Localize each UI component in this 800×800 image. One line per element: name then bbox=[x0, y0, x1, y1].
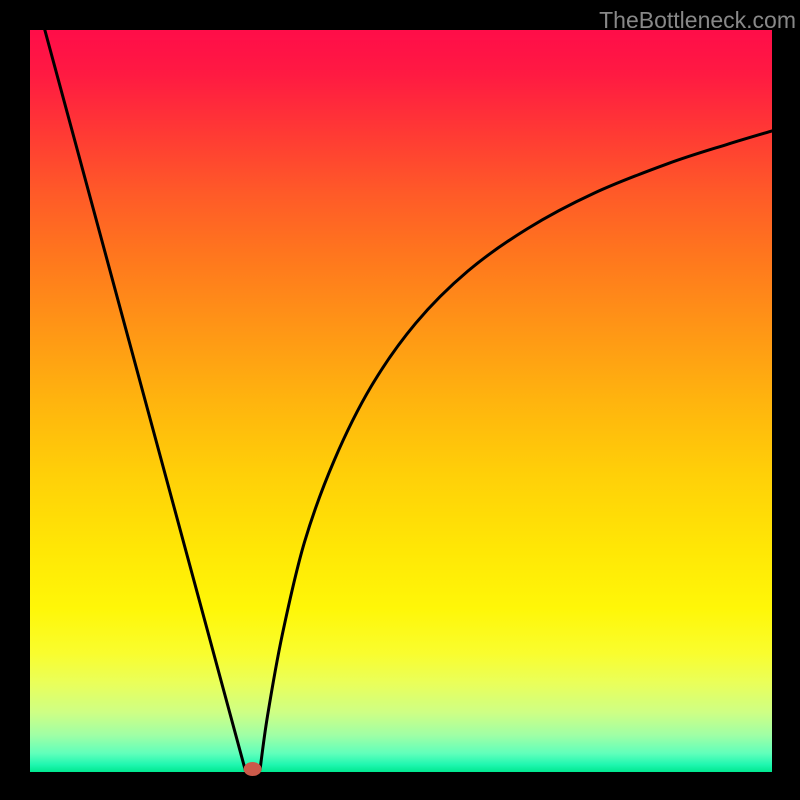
plot-area bbox=[30, 30, 772, 772]
curve-left-branch bbox=[45, 30, 245, 770]
curve-svg bbox=[30, 30, 772, 772]
optimum-marker bbox=[244, 762, 262, 776]
watermark-text: TheBottleneck.com bbox=[599, 7, 796, 34]
curve-right-branch bbox=[260, 131, 772, 770]
chart-container: TheBottleneck.com bbox=[0, 0, 800, 800]
